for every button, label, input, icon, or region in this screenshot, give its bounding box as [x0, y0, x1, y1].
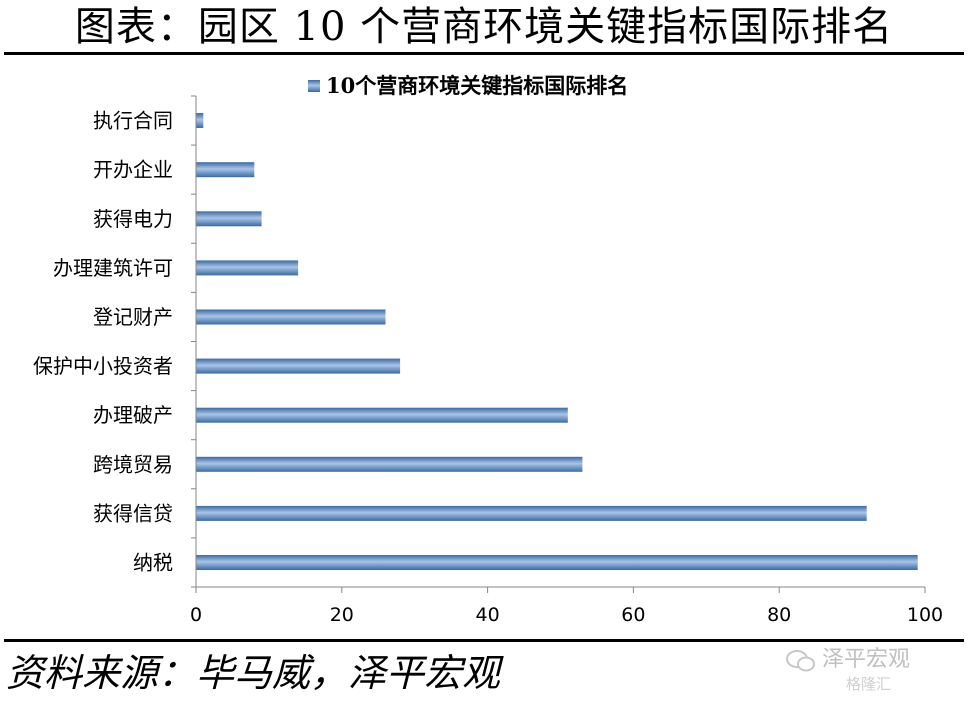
- x-tick-label: 0: [190, 604, 202, 626]
- bottom-divider: [4, 639, 964, 642]
- category-label: 办理建筑许可: [53, 256, 173, 280]
- page-title: 图表：园区 10 个营商环境关键指标国际排名: [74, 4, 894, 50]
- x-tick-label: 40: [476, 604, 500, 626]
- source-note: 资料来源：毕马威，泽平宏观: [6, 651, 501, 695]
- x-tick-label: 80: [767, 604, 791, 626]
- category-label: 获得电力: [93, 207, 173, 231]
- category-label: 保护中小投资者: [33, 354, 173, 378]
- category-label: 执行合同: [93, 109, 173, 133]
- wechat-icon: [786, 650, 815, 672]
- category-label: 获得信贷: [93, 501, 173, 525]
- watermark-site: 格隆汇: [846, 675, 892, 693]
- category-label: 开办企业: [93, 158, 173, 182]
- watermark: 泽平宏观 格隆汇: [786, 644, 936, 696]
- legend-label: 10个营商环境关键指标国际排名: [326, 73, 628, 98]
- bar: [196, 260, 299, 276]
- top-divider: [4, 52, 964, 55]
- x-tick-label: 100: [907, 604, 943, 626]
- category-label: 登记财产: [93, 305, 173, 329]
- bar: [196, 555, 918, 570]
- bar: [196, 407, 568, 423]
- bar: [196, 358, 401, 374]
- category-label: 纳税: [133, 551, 173, 575]
- category-label: 办理破产: [93, 403, 173, 427]
- x-tick-label: 20: [330, 604, 354, 626]
- watermark-name: 泽平宏观: [822, 647, 911, 672]
- bar: [196, 211, 262, 227]
- bar: [196, 505, 867, 521]
- bar: [196, 456, 583, 472]
- plot-area: 执行合同开办企业获得电力办理建筑许可登记财产保护中小投资者办理破产跨境贸易获得信…: [33, 95, 943, 626]
- bar: [196, 162, 255, 178]
- bar: [196, 309, 386, 325]
- legend-swatch: [308, 80, 320, 92]
- category-label: 跨境贸易: [93, 452, 173, 476]
- bar: [196, 113, 204, 128]
- chart-legend: 10个营商环境关键指标国际排名: [308, 73, 628, 98]
- x-tick-label: 60: [621, 604, 645, 626]
